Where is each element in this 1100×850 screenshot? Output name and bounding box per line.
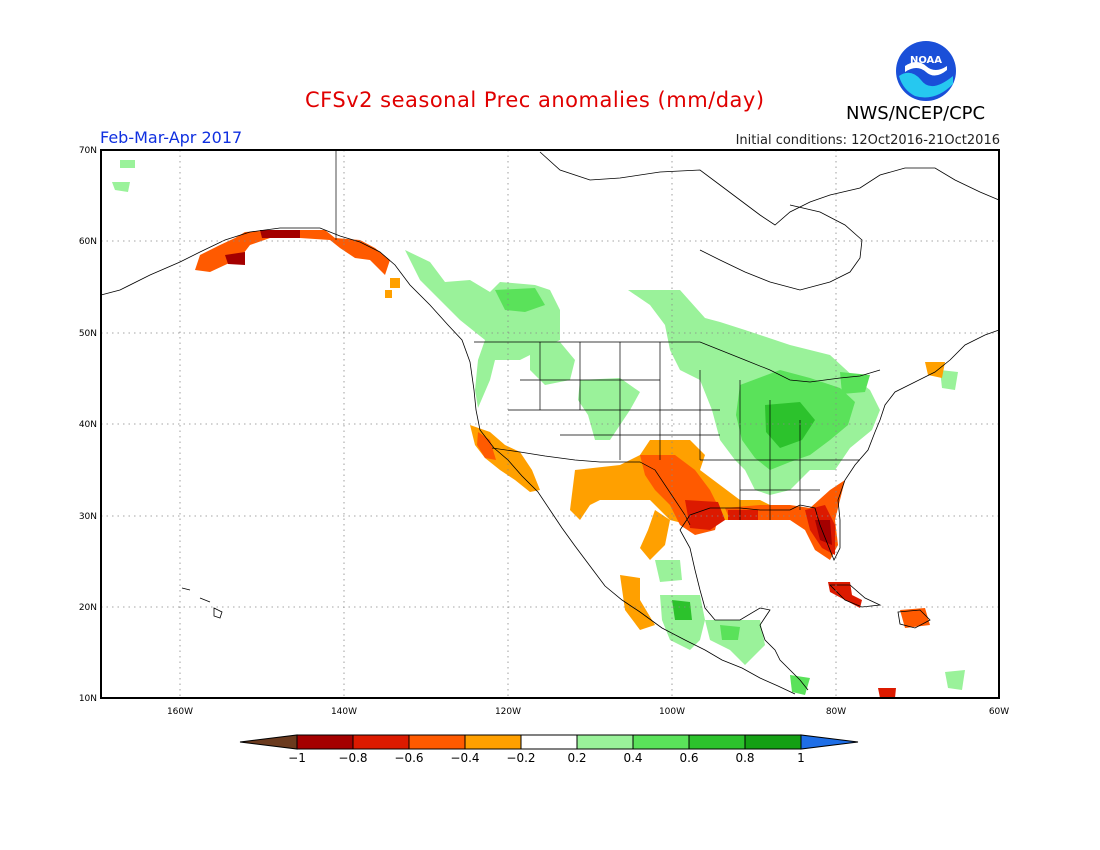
central-america-wet: [705, 620, 765, 665]
gulf-coast-dry: [725, 480, 845, 560]
initial-conditions: Initial conditions: 12Oct2016-21Oct2016: [735, 133, 1000, 148]
lat-label: 60N: [79, 237, 97, 247]
colorbar-segment: [744, 734, 802, 750]
louisiana-dry-core: [728, 510, 758, 520]
lon-label: 80W: [826, 707, 846, 717]
longitude-labels: 160W 140W 120W 100W 80W 60W: [167, 707, 1009, 717]
texas-gulf-dry-peak: [685, 500, 725, 530]
colorbar-segment: [296, 734, 354, 750]
colorbar-tick-label: −1: [288, 751, 306, 765]
panama-wet: [790, 675, 810, 695]
colorbar-segment: [576, 734, 634, 750]
colorbar-segment: [464, 734, 522, 750]
graticule: [101, 150, 999, 698]
florida-dry-peak: [815, 520, 832, 545]
lon-label: 120W: [495, 707, 521, 717]
atlantic-gulf-coastline: [679, 329, 1000, 691]
colorbar-tick-label: 0.8: [735, 751, 754, 765]
lat-label: 40N: [79, 420, 97, 430]
forecast-period: Feb-Mar-Apr 2017: [100, 128, 243, 147]
latitude-labels: 70N 60N 50N 40N 30N 20N 10N: [79, 146, 97, 704]
anomaly-shading: [112, 160, 965, 698]
colorbar-segment: [688, 734, 746, 750]
lon-label: 60W: [989, 707, 1009, 717]
arctic-coastline: [539, 151, 1000, 226]
ohio-valley-wet-peak: [765, 402, 815, 448]
colorbar-tick-label: −0.2: [506, 751, 535, 765]
mexico-wet-area-1: [655, 560, 682, 582]
central-america-wet-core: [720, 625, 740, 640]
mexico-north-dry: [640, 510, 670, 560]
colorbar-tick-label: −0.8: [338, 751, 367, 765]
agency-label: NWS/NCEP/CPC: [846, 103, 986, 124]
lat-label: 50N: [79, 329, 97, 339]
us-canada-border: [474, 341, 881, 383]
venezuela-wet: [945, 670, 965, 690]
mexico-wet-area-2: [660, 595, 705, 650]
lon-label: 140W: [331, 707, 357, 717]
cuba-outline: [829, 584, 882, 608]
colombia-dry: [878, 688, 896, 698]
colorbar-tick-label: 1: [797, 751, 805, 765]
borders: [335, 150, 881, 526]
colorbar-segment: [352, 734, 410, 750]
colorbar-tick-label: −0.4: [450, 751, 479, 765]
alaska-dry-core: [225, 230, 300, 265]
colorbar-tick-label: 0.4: [623, 751, 642, 765]
bc-wet-core: [495, 288, 545, 312]
colorbar-left-arrow: [239, 734, 298, 750]
lat-label: 70N: [79, 146, 97, 156]
colorbar: −1 −0.8 −0.6 −0.4 −0.2 0.2 0.4 0.6 0.8 1: [239, 734, 859, 765]
map-title: CFSv2 seasonal Prec anomalies (mm/day): [305, 88, 765, 112]
lon-label: 160W: [167, 707, 193, 717]
atlantic-canada-dry: [925, 362, 945, 378]
socal-dry-core: [477, 432, 496, 460]
lat-label: 30N: [79, 512, 97, 522]
nova-scotia-wet: [940, 370, 958, 390]
logo-text: NOAA: [910, 55, 942, 66]
lat-label: 10N: [79, 694, 97, 704]
colorado-wet-area: [578, 378, 640, 440]
hispaniola-outline: [897, 609, 931, 629]
mexico-wet-core: [672, 600, 692, 620]
pacific-coastline: [100, 227, 796, 695]
hudson-bay-coastline: [699, 204, 863, 291]
northern-rockies-wet-area: [530, 342, 575, 385]
us-mexico-border: [491, 447, 691, 526]
colorbar-tick-label: 0.2: [567, 751, 586, 765]
cuba-dry: [828, 582, 862, 608]
colorbar-right-arrow: [800, 734, 859, 750]
colorbar-segment: [520, 734, 578, 750]
hawaii-outline: [181, 587, 223, 619]
state-borders: [508, 342, 860, 520]
colorbar-tick-label: 0.6: [679, 751, 698, 765]
coastlines: [100, 151, 1000, 695]
southern-alaska-dry: [195, 230, 390, 275]
lat-label: 20N: [79, 603, 97, 613]
map-frame: [100, 149, 1000, 699]
lon-label: 100W: [659, 707, 685, 717]
bc-coast-dry: [385, 278, 400, 298]
colorbar-segment: [632, 734, 690, 750]
alaska-north-wet: [112, 160, 135, 192]
noaa-logo-icon: NOAA: [896, 41, 956, 101]
colorbar-segment: [408, 734, 466, 750]
colorbar-tick-label: −0.6: [394, 751, 423, 765]
